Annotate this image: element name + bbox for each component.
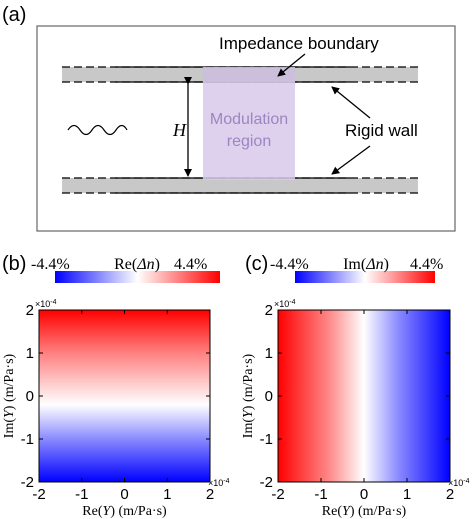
plot-c-ytick-label: 0 [265,388,273,405]
plot-c-ytick-label: 2 [265,302,273,319]
plot-b-ytick-label: -2 [21,474,34,491]
rigid-wall-arrow-bottom [331,145,371,175]
bottom-wall [62,177,418,194]
plot-c-ylabel: Im(Y) (m/Pa·s) [241,353,256,438]
colorbar-b-max: 4.4% [174,256,207,273]
plot-c-xtick-label: 1 [403,486,411,503]
incident-wave-icon [67,124,128,136]
panel-b-label: (b) [2,253,26,275]
panel-a-frame [36,25,456,232]
axes-c: -2 -1 0 1 2 2 1 0 -1 -2 Re(Y) (m/Pa·s) Im(Y) (m/Pa·… [241,299,470,519]
rigid-wall-arrow-top [331,86,371,119]
rigid-wall-label: Rigid wall [345,121,418,140]
modulation-region [203,80,295,180]
plot-c-xtick-label: 0 [360,486,368,503]
plot-c-ytick-label: -2 [260,474,273,491]
plot-c-xtick-label: -2 [271,486,284,503]
plot-b-ytick-label: 0 [26,388,34,405]
plot-c-xtick-label: -1 [314,486,327,503]
panel-c-label: (c) [245,253,268,275]
plot-c-ytick-label: 1 [265,345,273,362]
heatmap-b [38,309,211,483]
modulation-label-line1: Modulation [210,111,288,128]
impedance-boundary-label: Impedance boundary [219,34,379,53]
plot-b-xtick-label: 2 [206,486,214,503]
colorbar-c: -4.4% Im(Δn) 4.4% [270,256,443,283]
colorbar-c-min: -4.4% [270,256,309,273]
colorbar-c-title: Im(Δn) [343,256,389,273]
plot-c-y-multiplier: ×10-4 [274,299,296,309]
axes-b: -2 -1 0 1 2 2 1 0 -1 -2 Re(Y) (m/Pa·s) Im(Y) (m/Pa·… [2,299,230,519]
plot-c-ytick-label: -1 [260,431,273,448]
plot-b-xtick-label: 0 [120,486,128,503]
colorbar-c-max: 4.4% [410,256,443,273]
plot-b-ytick-label: 2 [26,302,34,319]
plot-b-xlabel: Re(Y) (m/Pa·s) [82,504,167,519]
plot-b-ytick-label: 1 [26,345,34,362]
colorbar-b-title: Re(Δn) [114,256,160,273]
impedance-boundary-patch [203,67,295,82]
height-label: H [172,120,187,140]
plot-c-xtick-label: 2 [446,486,454,503]
plot-b-xtick-label: -1 [75,486,88,503]
plot-c-x-multiplier: ×10-4 [448,478,470,488]
plot-b-xtick-label: 1 [163,486,171,503]
impedance-arrow [277,53,306,77]
plot-b-ytick-label: -1 [21,431,34,448]
plot-b-xtick-label: -2 [32,486,45,503]
colorbar-b-min: -4.4% [31,256,70,273]
plot-b-y-multiplier: ×10-4 [35,299,57,309]
plot-c-xlabel: Re(Y) (m/Pa·s) [322,504,407,519]
panel-a-label: (a) [2,4,26,26]
modulation-label-line2: region [227,133,271,150]
heatmap-c [277,309,451,483]
colorbar-b: -4.4% Re(Δn) 4.4% [31,256,220,283]
plot-b-ylabel: Im(Y) (m/Pa·s) [2,353,17,438]
plot-b-x-multiplier: ×10-4 [208,478,230,488]
